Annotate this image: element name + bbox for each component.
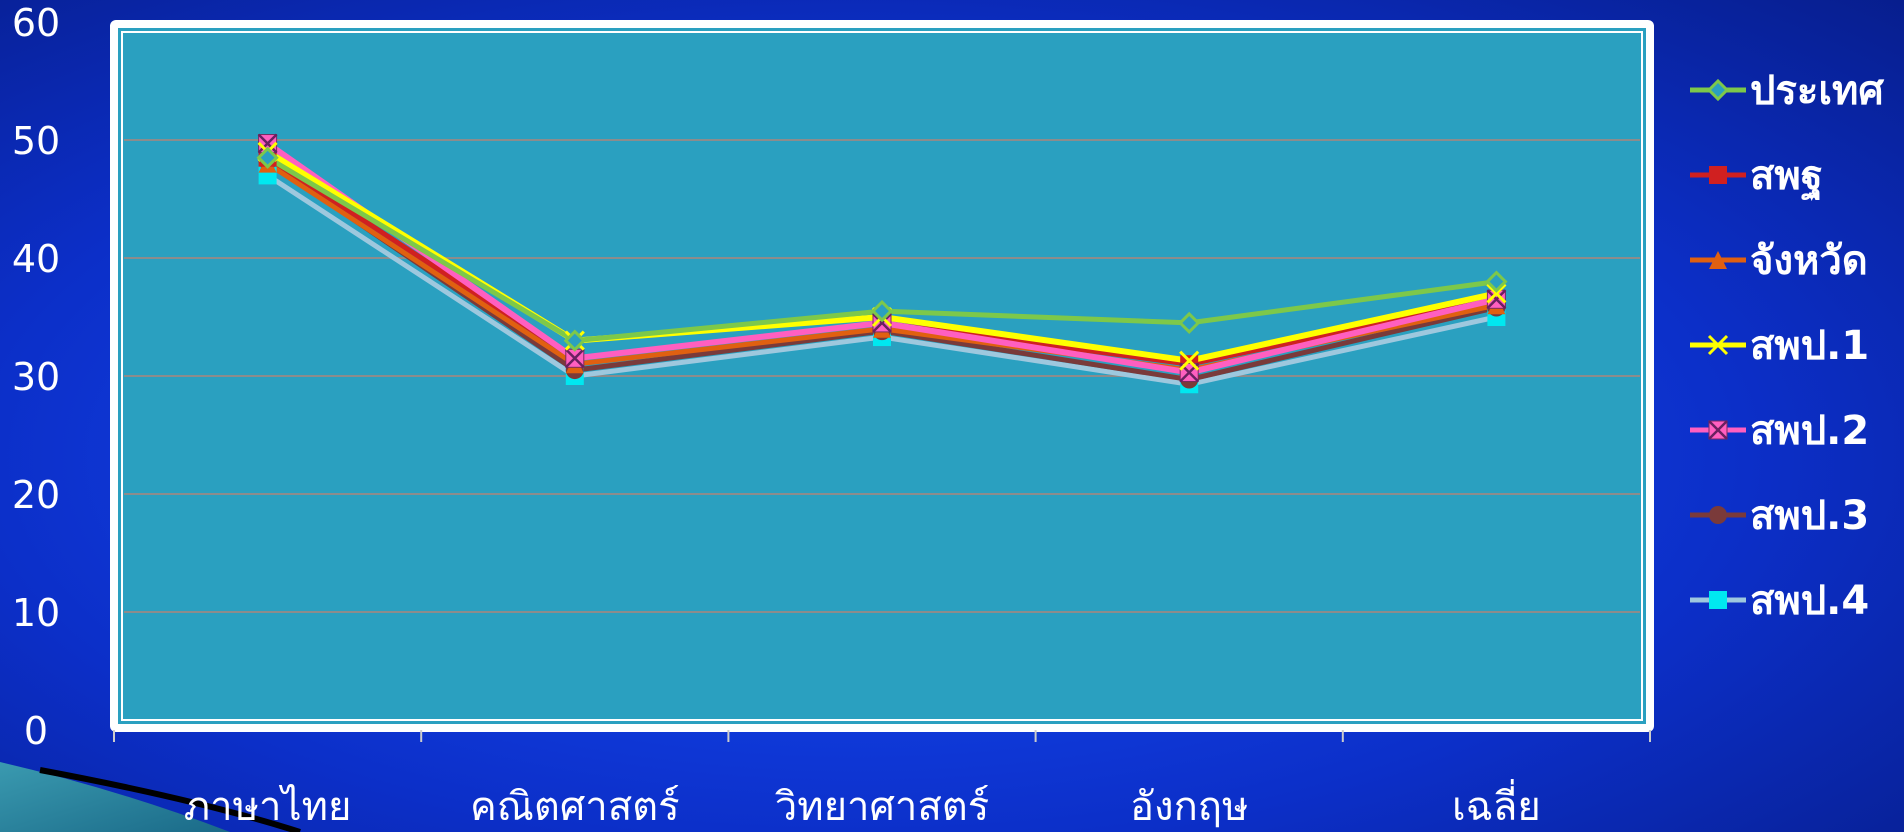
y-tick-label-50: 50	[12, 119, 60, 163]
corner-decoration	[0, 762, 230, 832]
legend-label-5: สพป.3	[1750, 493, 1869, 539]
y-tick-label-20: 20	[12, 473, 60, 517]
legend-swatch-marker	[1709, 506, 1727, 524]
legend-label-3: สพป.1	[1750, 323, 1869, 369]
y-tick-label-60: 60	[12, 1, 60, 45]
legend-label-4: สพป.2	[1750, 408, 1869, 454]
x-category-label-3: อังกฤษ	[1130, 784, 1248, 830]
data-point-s0-0	[256, 146, 279, 169]
gridlines	[124, 139, 1640, 613]
data-point-s4-4	[1486, 289, 1507, 310]
x-category-label-1: คณิตศาสตร์	[470, 784, 680, 830]
x-category-label-4: เฉลี่ย	[1452, 779, 1541, 830]
plot-inner-border	[121, 31, 1643, 721]
legend-label-2: จังหวัด	[1750, 238, 1868, 284]
y-tick-label-30: 30	[12, 355, 60, 399]
legend-item-3: สพป.1	[1690, 323, 1869, 369]
y-tick-label-0: 0	[24, 709, 48, 753]
data-point-s3-3	[1179, 350, 1200, 371]
legend-item-5: สพป.3	[1690, 493, 1869, 539]
legend-label-6: สพป.4	[1750, 578, 1869, 624]
legend-label-0: ประเทศ	[1750, 68, 1884, 114]
data-point-s3-4	[1486, 283, 1507, 304]
legend-swatch-marker	[1709, 166, 1727, 184]
legend-swatch-marker	[1708, 420, 1728, 440]
legend-item-6: สพป.4	[1690, 578, 1869, 624]
corner-stroke	[39, 767, 301, 832]
legend-item-0: ประเทศ	[1690, 68, 1884, 114]
data-point-s4-1	[564, 348, 585, 369]
axes: 0 10 20 30 40 50 60 ภาษาไทย คณิตศาสตร์ วิทยาศาสตร…	[12, 1, 1651, 830]
legend-swatch-marker	[1709, 251, 1727, 269]
legend-item-2: จังหวัด	[1690, 238, 1868, 284]
series-markers	[256, 133, 1508, 394]
data-point-s0-4	[1485, 270, 1508, 293]
x-category-label-0: ภาษาไทย	[184, 784, 352, 830]
data-point-s0-3	[1178, 311, 1201, 335]
data-point-s0-2	[870, 299, 894, 323]
y-tick-label-40: 40	[12, 237, 60, 281]
legend-item-1: สพฐ	[1690, 153, 1823, 202]
legend-label-1: สพฐ	[1750, 153, 1823, 202]
legend-swatch-marker	[1707, 334, 1729, 356]
legend-swatch-marker	[1709, 591, 1727, 609]
data-point-s0-1	[563, 329, 586, 352]
x-category-label-2: วิทยาศาสตร์	[775, 784, 989, 830]
y-tick-label-10: 10	[12, 591, 60, 635]
legend-swatch-marker	[1706, 78, 1730, 102]
legend-item-4: สพป.2	[1690, 408, 1869, 454]
